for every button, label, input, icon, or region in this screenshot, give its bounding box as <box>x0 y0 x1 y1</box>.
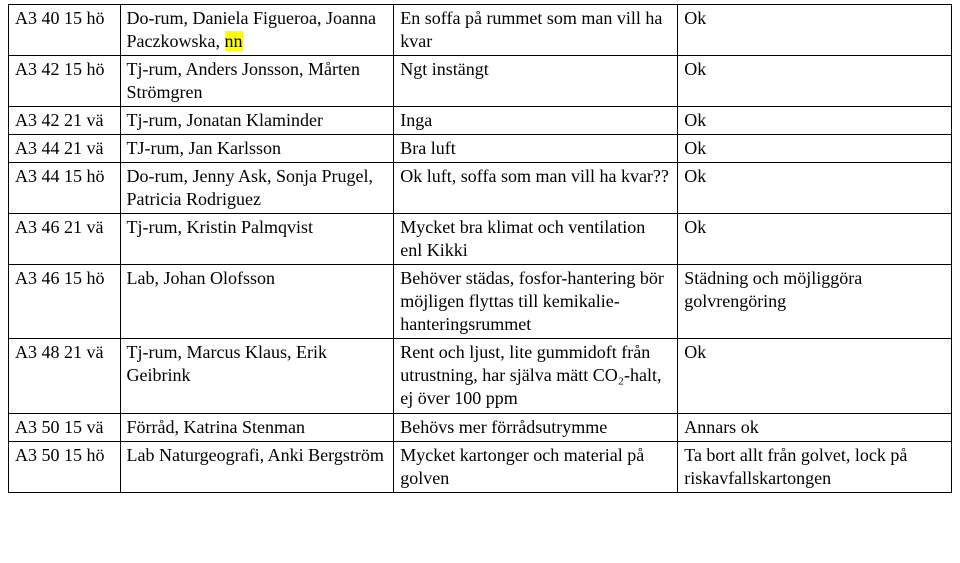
table-row: A3 48 21 vä Tj-rum, Marcus Klaus, Erik G… <box>9 339 952 413</box>
cell-note: Bra luft <box>394 135 678 163</box>
cell-occupants: Tj-rum, Marcus Klaus, Erik Geibrink <box>120 339 394 413</box>
table-row: A3 42 15 hö Tj-rum, Anders Jonsson, Mårt… <box>9 56 952 107</box>
cell-room: A3 40 15 hö <box>9 5 121 56</box>
table-row: A3 40 15 hö Do-rum, Daniela Figueroa, Jo… <box>9 5 952 56</box>
cell-status: Ok <box>678 107 952 135</box>
table-row: A3 44 15 hö Do-rum, Jenny Ask, Sonja Pru… <box>9 163 952 214</box>
cell-occupants: Tj-rum, Anders Jonsson, Mårten Strömgren <box>120 56 394 107</box>
cell-note: Mycket bra klimat och ventilation enl Ki… <box>394 214 678 265</box>
cell-status: Annars ok <box>678 413 952 441</box>
cell-note: Behövs mer förrådsutrymme <box>394 413 678 441</box>
cell-note: Mycket kartonger och material på golven <box>394 441 678 492</box>
cell-status: Städning och möjliggöra golvrengöring <box>678 265 952 339</box>
cell-note: Ok luft, soffa som man vill ha kvar?? <box>394 163 678 214</box>
cell-room: A3 50 15 hö <box>9 441 121 492</box>
cell-text: Do-rum, Daniela Figueroa, Joanna Paczkow… <box>127 8 376 51</box>
cell-room: A3 48 21 vä <box>9 339 121 413</box>
cell-room: A3 46 15 hö <box>9 265 121 339</box>
cell-room: A3 44 21 vä <box>9 135 121 163</box>
cell-occupants: Tj-rum, Kristin Palmqvist <box>120 214 394 265</box>
cell-occupants: Lab Naturgeografi, Anki Bergström <box>120 441 394 492</box>
cell-status: Ok <box>678 163 952 214</box>
cell-status: Ta bort allt från golvet, lock på riskav… <box>678 441 952 492</box>
cell-occupants: Lab, Johan Olofsson <box>120 265 394 339</box>
cell-note: Rent och ljust, lite gummidoft från utru… <box>394 339 678 413</box>
table-row: A3 50 15 hö Lab Naturgeografi, Anki Berg… <box>9 441 952 492</box>
cell-room: A3 44 15 hö <box>9 163 121 214</box>
cell-status: Ok <box>678 56 952 107</box>
highlight-nn: nn <box>225 31 243 51</box>
cell-note: Inga <box>394 107 678 135</box>
cell-occupants: Do-rum, Jenny Ask, Sonja Prugel, Patrici… <box>120 163 394 214</box>
table-row: A3 44 21 vä TJ-rum, Jan Karlsson Bra luf… <box>9 135 952 163</box>
cell-status: Ok <box>678 135 952 163</box>
table-row: A3 46 15 hö Lab, Johan Olofsson Behöver … <box>9 265 952 339</box>
cell-occupants: Förråd, Katrina Stenman <box>120 413 394 441</box>
cell-status: Ok <box>678 214 952 265</box>
cell-note: Behöver städas, fosfor-hantering bör möj… <box>394 265 678 339</box>
cell-occupants: TJ-rum, Jan Karlsson <box>120 135 394 163</box>
cell-room: A3 42 21 vä <box>9 107 121 135</box>
cell-occupants: Tj-rum, Jonatan Klaminder <box>120 107 394 135</box>
table-row: A3 50 15 vä Förråd, Katrina Stenman Behö… <box>9 413 952 441</box>
table-row: A3 46 21 vä Tj-rum, Kristin Palmqvist My… <box>9 214 952 265</box>
cell-room: A3 50 15 vä <box>9 413 121 441</box>
cell-status: Ok <box>678 5 952 56</box>
cell-note: En soffa på rummet som man vill ha kvar <box>394 5 678 56</box>
cell-note: Ngt instängt <box>394 56 678 107</box>
inspection-table: A3 40 15 hö Do-rum, Daniela Figueroa, Jo… <box>8 4 952 493</box>
cell-room: A3 42 15 hö <box>9 56 121 107</box>
table-row: A3 42 21 vä Tj-rum, Jonatan Klaminder In… <box>9 107 952 135</box>
cell-occupants: Do-rum, Daniela Figueroa, Joanna Paczkow… <box>120 5 394 56</box>
cell-status: Ok <box>678 339 952 413</box>
cell-room: A3 46 21 vä <box>9 214 121 265</box>
